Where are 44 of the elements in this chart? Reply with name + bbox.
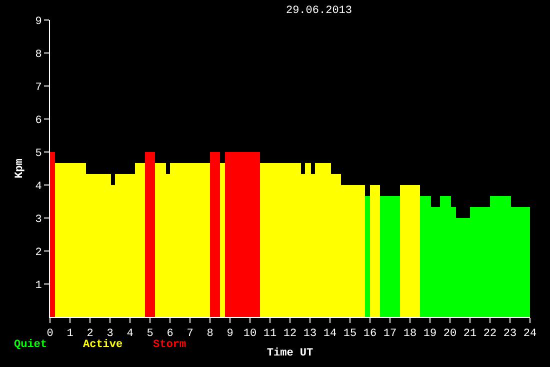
x-axis-title: Time UT	[266, 347, 314, 360]
bar	[155, 162, 166, 317]
y-tick-label: 2	[35, 246, 42, 259]
x-tick-label: 1	[66, 328, 74, 340]
x-tick-label: 19	[423, 328, 437, 340]
x-tick-label: 5	[146, 328, 154, 340]
x-tick-label: 8	[206, 328, 214, 340]
y-axis-title: Kpm	[14, 158, 26, 178]
y-tick-label: 1	[35, 280, 42, 292]
x-tick-label: 24	[523, 328, 537, 340]
x-tick-label: 11	[263, 328, 277, 340]
y-tick-label: 9	[35, 16, 42, 28]
y-tick-label: 8	[35, 48, 42, 61]
x-tick-label: 13	[303, 328, 317, 340]
chart-title: 29.06.2013	[286, 5, 352, 18]
x-tick-label: 3	[106, 328, 114, 340]
x-tick-label: 18	[403, 328, 417, 340]
series-label: Storm	[153, 339, 186, 351]
x-tick-label: 16	[363, 328, 377, 340]
x-tick-label: 9	[226, 328, 234, 340]
x-tick-label: 12	[283, 328, 297, 340]
series-label: Active	[83, 339, 124, 351]
y-tick-label: 7	[35, 82, 42, 94]
y-tick-label: 4	[35, 180, 42, 193]
x-tick-label: 20	[443, 328, 457, 340]
x-tick-label: 15	[343, 328, 357, 340]
x-tick-label: 4	[126, 328, 134, 340]
bar	[210, 152, 220, 317]
bar	[145, 152, 155, 317]
bar	[370, 185, 380, 317]
y-tick-label: 6	[35, 114, 42, 127]
x-tick-label: 17	[383, 328, 397, 340]
x-tick-label: 0	[46, 328, 54, 340]
text: Quiet	[14, 339, 48, 351]
y-tick-label: 5	[35, 148, 42, 160]
x-tick-label: 7	[186, 328, 194, 340]
x-tick-label: 21	[463, 328, 477, 340]
x-tick-label: 10	[243, 328, 257, 340]
x-tick-label: 6	[166, 328, 174, 340]
x-tick-label: 2	[86, 328, 94, 340]
y-tick-label: 3	[35, 214, 42, 226]
x-tick-label: 23	[503, 328, 517, 340]
x-tick-label: 14	[323, 328, 337, 340]
x-tick-label: 22	[483, 328, 497, 340]
